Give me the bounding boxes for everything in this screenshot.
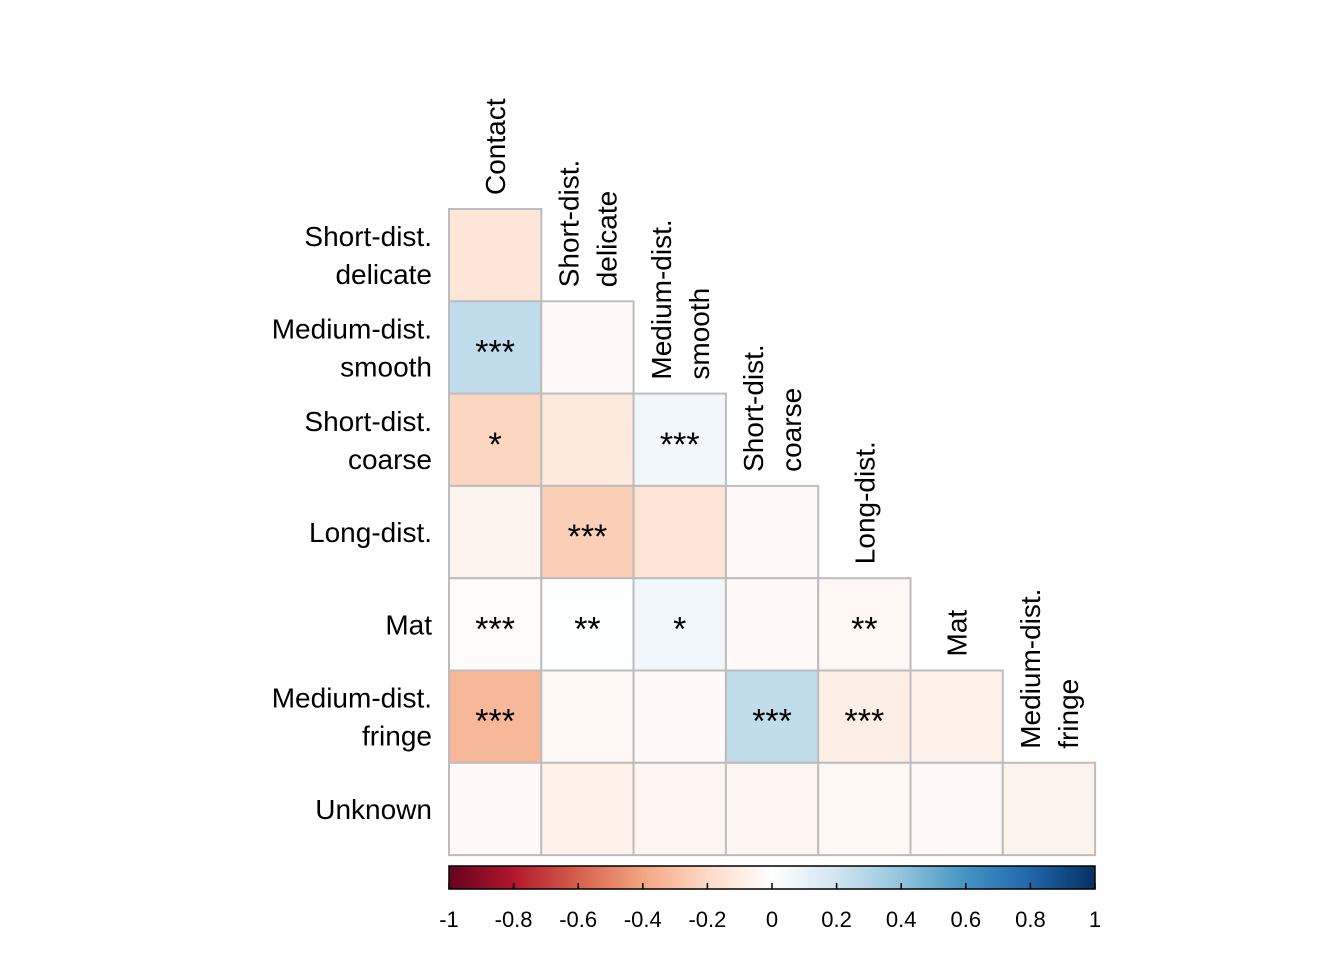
- heatmap-cell: [724, 484, 820, 580]
- heatmap-cell: [540, 300, 635, 395]
- column-labels: Contact Short-dist. delicate Medium-dist. sm…: [480, 98, 1084, 749]
- row-label: Mat: [385, 609, 432, 640]
- heatmap-cell: [1001, 761, 1097, 857]
- heatmap-cell: [540, 761, 635, 857]
- heatmap-cell: [632, 761, 727, 857]
- heatmap-cell: [448, 208, 543, 303]
- heatmap-cell: [448, 484, 543, 580]
- colorbar-tick-label: -0.8: [495, 907, 533, 932]
- row-label: Unknown: [315, 794, 432, 825]
- svg-text:Medium-dist.smooth: Medium-dist. smooth: [646, 219, 715, 379]
- colorbar-tick-label: -0.4: [624, 907, 662, 932]
- heatmap-cells: **** ********* ** * ***** *** ***: [448, 208, 1097, 857]
- colorbar-tick-label: 0.2: [821, 907, 852, 932]
- svg-text:Medium-dist.fringe: Medium-dist. fringe: [1015, 589, 1084, 749]
- colorbar-tick-label: 0.8: [1015, 907, 1046, 932]
- heatmap-cell: [540, 392, 635, 487]
- column-label: Contact: [480, 98, 511, 195]
- heatmap-cell: [540, 669, 635, 764]
- column-label: Short-dist. coarse: [738, 344, 807, 472]
- svg-text:Short-dist.coarse: Short-dist. coarse: [738, 344, 807, 472]
- heatmap-cell: [724, 577, 820, 672]
- significance-marker: ***: [568, 518, 608, 556]
- heatmap-cell: [448, 761, 543, 857]
- row-label: Long-dist.: [309, 517, 432, 548]
- significance-marker: ***: [475, 333, 515, 371]
- row-label: Short-dist. delicate: [304, 221, 432, 290]
- heatmap-cell: [632, 484, 727, 580]
- heatmap-cell: [632, 392, 727, 487]
- significance-marker: ***: [844, 703, 884, 741]
- significance-marker: ***: [475, 610, 515, 648]
- column-label: Short-dist. delicate: [553, 160, 622, 288]
- row-label: Medium-dist. smooth: [272, 313, 432, 382]
- svg-text:Contact: Contact: [480, 98, 511, 195]
- column-label: Medium-dist. smooth: [646, 219, 715, 379]
- significance-marker: **: [574, 610, 600, 648]
- heatmap-cell: [724, 669, 820, 764]
- colorbar-tick-label: -0.2: [688, 907, 726, 932]
- column-label: Medium-dist. fringe: [1015, 589, 1084, 749]
- heatmap-cell: [632, 669, 727, 764]
- heatmap-cell: [448, 392, 543, 487]
- significance-marker: ***: [475, 703, 515, 741]
- heatmap-cell: [817, 577, 912, 672]
- significance-marker: **: [851, 610, 877, 648]
- heatmap-cell: [909, 761, 1004, 857]
- svg-text:Long-dist.: Long-dist.: [849, 441, 880, 564]
- colorbar-tick-label: 0.4: [886, 907, 917, 932]
- color-legend: -1 -0.8 -0.6 -0.4 -0.2 0 0.2 0.4 0.6 0.8 1: [439, 865, 1101, 932]
- heatmap-cell: [817, 761, 912, 857]
- column-label: Mat: [942, 610, 973, 657]
- colorbar-tick-label: -0.6: [559, 907, 597, 932]
- heatmap-cell: [909, 669, 1004, 764]
- colorbar-tick-label: 0: [766, 907, 778, 932]
- svg-text:Mat: Mat: [942, 610, 973, 657]
- row-label: Short-dist. coarse: [304, 406, 432, 475]
- significance-marker: ***: [660, 426, 700, 464]
- colorbar-tick-label: 0.6: [951, 907, 982, 932]
- colorbar-tick-label: 1: [1089, 907, 1101, 932]
- significance-marker: *: [673, 610, 686, 648]
- column-label: Long-dist.: [849, 441, 880, 564]
- significance-marker: *: [489, 426, 502, 464]
- svg-text:Short-dist.delicate: Short-dist. delicate: [553, 160, 622, 288]
- heatmap-cell: [540, 577, 635, 672]
- row-labels: Short-dist. delicate Medium-dist. smooth Sho…: [272, 221, 432, 825]
- heatmap-cell: [448, 300, 543, 395]
- row-label: Medium-dist. fringe: [272, 683, 432, 752]
- colorbar-tick-label: -1: [439, 907, 459, 932]
- significance-marker: ***: [752, 703, 792, 741]
- heatmap-cell: [724, 761, 820, 857]
